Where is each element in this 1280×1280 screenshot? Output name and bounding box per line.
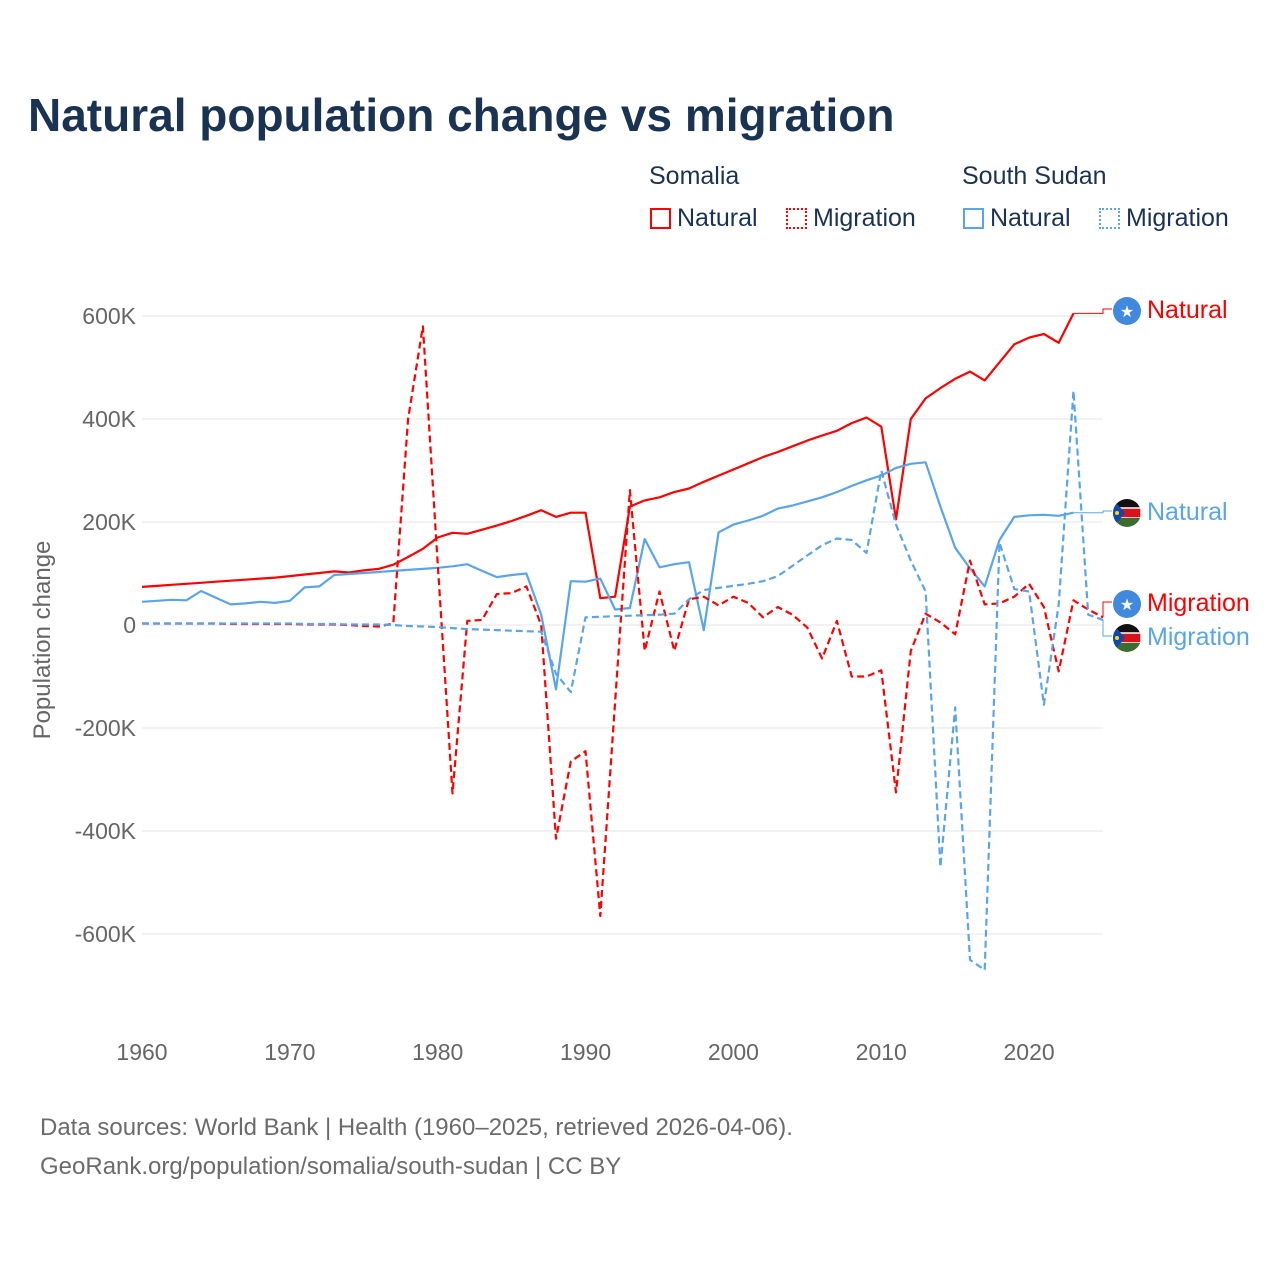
legend-south-sudan-natural[interactable]: Natural — [963, 204, 1071, 233]
series-end-label: Migration — [1147, 623, 1250, 651]
y-tick-label: -400K — [75, 818, 137, 844]
legend-label: Migration — [1126, 204, 1229, 232]
svg-text:★: ★ — [1120, 304, 1134, 321]
legend-south-sudan-migration[interactable]: Migration — [1099, 204, 1229, 233]
y-tick-label: 600K — [82, 303, 136, 329]
x-tick-label: 2000 — [708, 1039, 759, 1065]
legend-swatch-solid — [963, 208, 984, 229]
x-tick-label: 1960 — [116, 1039, 167, 1065]
series-end-label: Migration — [1147, 589, 1250, 617]
legend-label: Migration — [813, 204, 916, 232]
legend-swatch-dotted — [1099, 208, 1120, 229]
south-sudan-flag-icon — [1113, 499, 1141, 527]
data-source: Data sources: World Bank | Health (1960–… — [40, 1114, 793, 1141]
series-end-label: Natural — [1147, 498, 1228, 526]
legend-group-somalia: Somalia — [649, 162, 740, 190]
chart-title: Natural population change vs migration — [28, 89, 895, 141]
x-tick-label: 1970 — [264, 1039, 315, 1065]
y-tick-label: -600K — [75, 921, 137, 947]
source-link[interactable]: GeoRank.org/population/somalia/south-sud… — [40, 1153, 622, 1180]
legend-label: Natural — [677, 204, 758, 232]
south-sudan-flag-icon — [1113, 624, 1141, 652]
y-tick-label: 400K — [82, 406, 136, 432]
x-tick-label: 2020 — [1004, 1039, 1055, 1065]
somalia-flag-icon: ★ — [1113, 297, 1141, 325]
series-line-somalia-natural — [141, 312, 1075, 600]
legend-somalia-migration[interactable]: Migration — [786, 204, 916, 233]
legend-group-south-sudan: South Sudan — [962, 162, 1107, 190]
label-leader — [1102, 601, 1112, 618]
y-tick-label: 0 — [123, 612, 136, 638]
x-tick-label: 2010 — [856, 1039, 907, 1065]
svg-text:★: ★ — [1120, 597, 1134, 614]
x-tick-label: 1980 — [412, 1039, 463, 1065]
label-leader — [1102, 619, 1112, 637]
legend-swatch-solid — [650, 208, 671, 229]
y-tick-label: 200K — [82, 509, 136, 535]
series-end-label: Natural — [1147, 296, 1228, 324]
series-line-south-sudan-migration — [142, 389, 1104, 972]
label-leader — [1073, 308, 1112, 314]
legend-swatch-dotted — [786, 208, 807, 229]
series-line-south-sudan-natural — [141, 461, 1074, 691]
label-leader — [1073, 510, 1112, 514]
legend-somalia-natural[interactable]: Natural — [650, 204, 758, 233]
somalia-flag-icon: ★ — [1113, 590, 1141, 618]
x-tick-label: 1990 — [560, 1039, 611, 1065]
footer: Data sources: World Bank | Health (1960–… — [40, 1108, 793, 1186]
legend-label: Natural — [990, 204, 1071, 232]
series-line-somalia-migration — [142, 325, 1104, 918]
y-tick-label: -200K — [75, 715, 137, 741]
y-axis-label: Population change — [29, 541, 56, 740]
